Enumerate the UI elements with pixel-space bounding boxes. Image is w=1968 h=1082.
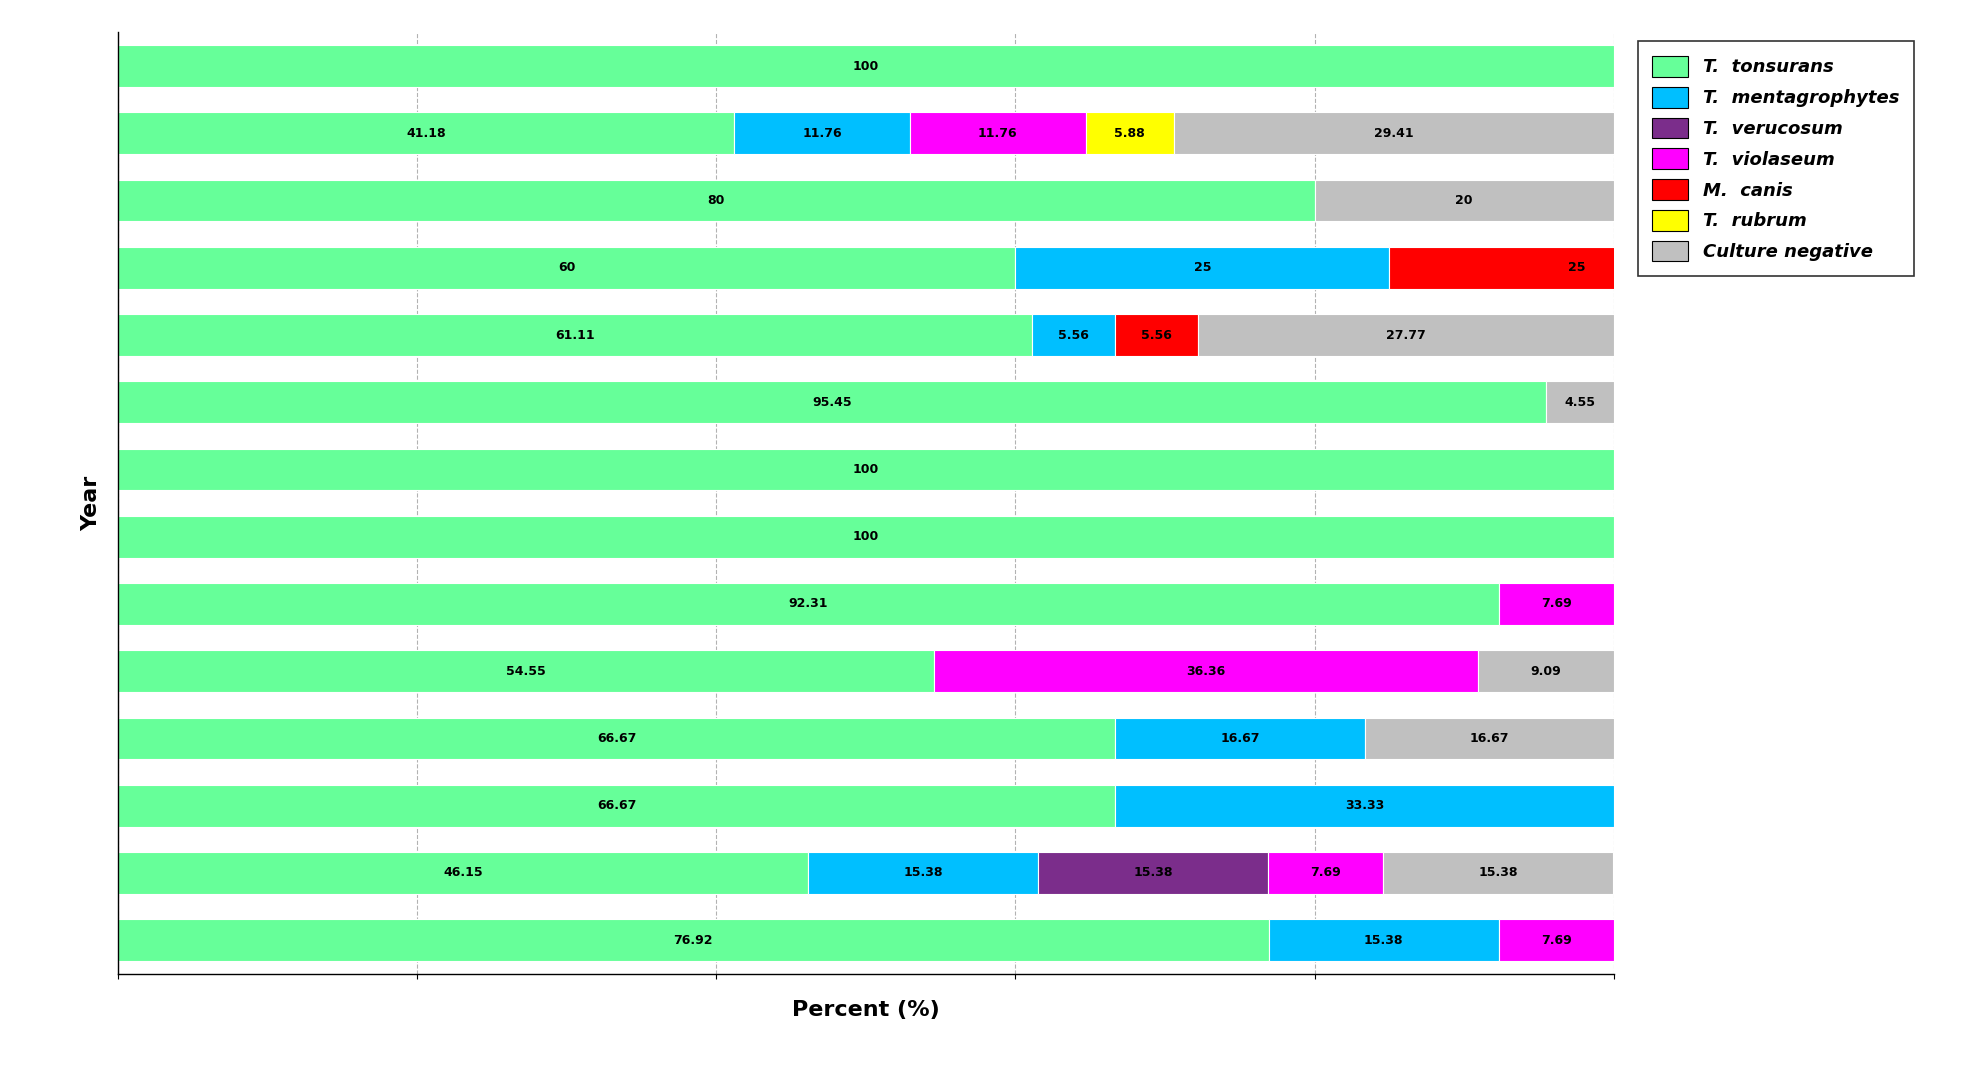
Text: 76.92: 76.92 <box>673 934 712 947</box>
Bar <box>118 314 1031 356</box>
Bar <box>1478 650 1614 692</box>
Text: 46.15: 46.15 <box>443 867 482 880</box>
Text: 4.55: 4.55 <box>1565 396 1596 409</box>
Bar <box>1173 113 1614 154</box>
Bar <box>118 180 1315 222</box>
Bar <box>734 113 909 154</box>
Bar <box>1039 853 1269 894</box>
Text: 16.67: 16.67 <box>1470 731 1509 745</box>
Text: 5.88: 5.88 <box>1114 127 1145 140</box>
Bar <box>1315 180 1614 222</box>
Text: 95.45: 95.45 <box>813 396 852 409</box>
Text: 41.18: 41.18 <box>405 127 447 140</box>
Bar <box>1031 314 1116 356</box>
Text: 100: 100 <box>852 463 880 476</box>
Text: 61.11: 61.11 <box>555 329 594 342</box>
Bar <box>1269 920 1498 961</box>
Text: 15.38: 15.38 <box>1364 934 1403 947</box>
Text: 16.67: 16.67 <box>1220 731 1260 745</box>
Text: 33.33: 33.33 <box>1344 800 1384 813</box>
Text: 9.09: 9.09 <box>1531 664 1561 677</box>
Text: 27.77: 27.77 <box>1385 329 1427 342</box>
Bar <box>118 113 734 154</box>
Bar <box>1116 314 1199 356</box>
Text: 36.36: 36.36 <box>1187 664 1226 677</box>
Bar <box>1015 247 1389 289</box>
Bar <box>809 853 1039 894</box>
Bar <box>935 650 1478 692</box>
Bar <box>1389 247 1763 289</box>
Text: 11.76: 11.76 <box>803 127 842 140</box>
Text: 92.31: 92.31 <box>789 597 829 610</box>
Bar <box>118 516 1614 557</box>
Text: 25: 25 <box>1568 261 1584 275</box>
Text: 66.67: 66.67 <box>596 731 636 745</box>
Y-axis label: Year: Year <box>81 475 102 531</box>
Bar <box>1116 717 1364 760</box>
Text: 66.67: 66.67 <box>596 800 636 813</box>
Bar <box>118 449 1614 490</box>
Bar <box>1269 853 1384 894</box>
Text: 11.76: 11.76 <box>978 127 1017 140</box>
Text: 7.69: 7.69 <box>1541 597 1572 610</box>
Text: 15.38: 15.38 <box>1478 867 1517 880</box>
Bar <box>118 45 1614 87</box>
Bar <box>1763 247 1968 289</box>
Bar <box>909 113 1086 154</box>
Bar <box>1384 853 1614 894</box>
Text: 15.38: 15.38 <box>903 867 943 880</box>
Text: 29.41: 29.41 <box>1374 127 1413 140</box>
Text: 100: 100 <box>852 60 880 72</box>
Legend: T.  tonsurans, T.  mentagrophytes, T.  verucosum, T.  violaseum, M.  canis, T.  : T. tonsurans, T. mentagrophytes, T. veru… <box>1637 41 1913 276</box>
Bar <box>118 717 1116 760</box>
Bar <box>118 920 1269 961</box>
Bar <box>1545 382 1614 423</box>
Bar <box>1364 717 1614 760</box>
Bar <box>118 853 809 894</box>
Text: 25: 25 <box>1195 261 1210 275</box>
Bar <box>1199 314 1614 356</box>
Text: 100: 100 <box>852 530 880 543</box>
Text: 5.56: 5.56 <box>1059 329 1088 342</box>
Text: 7.69: 7.69 <box>1311 867 1342 880</box>
Bar <box>118 784 1116 827</box>
Bar <box>1500 583 1614 624</box>
Text: 5.56: 5.56 <box>1141 329 1173 342</box>
Text: 80: 80 <box>708 194 724 207</box>
Bar <box>1498 920 1614 961</box>
Text: 7.69: 7.69 <box>1541 934 1572 947</box>
Bar <box>118 247 1015 289</box>
Bar <box>1116 784 1614 827</box>
X-axis label: Percent (%): Percent (%) <box>791 1000 941 1020</box>
Bar <box>118 650 935 692</box>
Text: 54.55: 54.55 <box>506 664 545 677</box>
Text: 60: 60 <box>559 261 575 275</box>
Bar <box>118 583 1500 624</box>
Bar <box>118 382 1545 423</box>
Text: 20: 20 <box>1456 194 1472 207</box>
Text: 15.38: 15.38 <box>1134 867 1173 880</box>
Bar <box>1086 113 1173 154</box>
